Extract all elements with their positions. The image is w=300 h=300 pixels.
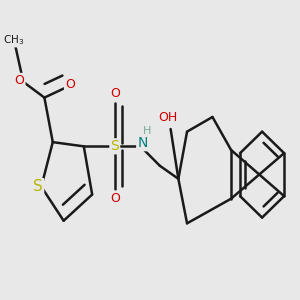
Text: H: H [143, 126, 152, 136]
Text: O: O [15, 74, 25, 87]
Text: O: O [110, 87, 120, 101]
Text: N: N [137, 136, 148, 150]
Text: CH$_3$: CH$_3$ [3, 33, 25, 47]
Text: O: O [65, 78, 75, 91]
Text: O: O [110, 192, 120, 205]
Text: S: S [33, 179, 43, 194]
Text: S: S [110, 139, 119, 153]
Text: OH: OH [158, 111, 178, 124]
